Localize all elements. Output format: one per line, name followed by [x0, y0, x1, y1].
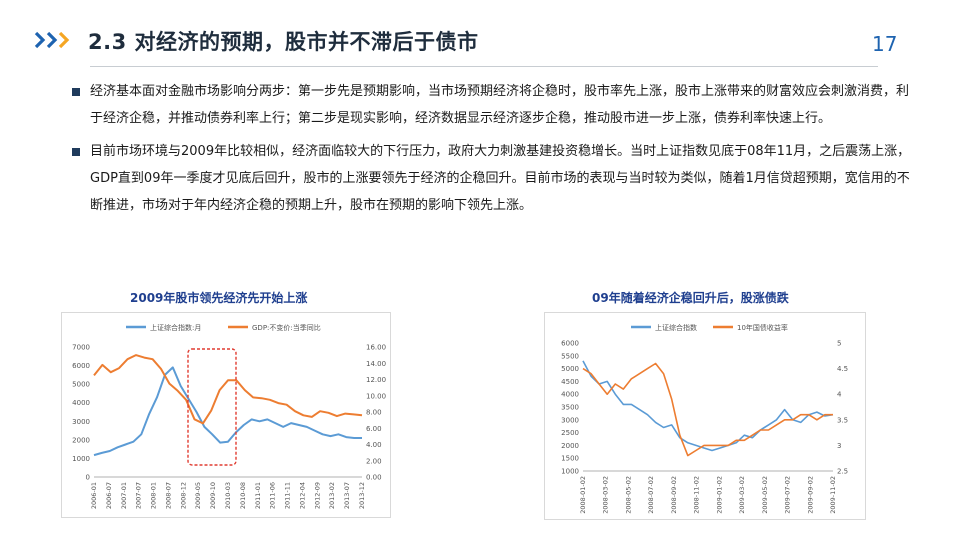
y-left-tick-label: 6000 — [72, 362, 90, 370]
y-right-tick-label: 2.5 — [837, 468, 848, 476]
x-tick-label: 2009-03-02 — [738, 476, 746, 514]
x-tick-label: 2013-12 — [358, 482, 366, 509]
x-tick-label: 2011-11 — [284, 482, 292, 509]
slide-header: 2.3 对经济的预期，股市并不滞后于债市 17 — [0, 0, 960, 70]
y-right-tick-label: 6.00 — [366, 425, 382, 433]
x-tick-label: 2011-01 — [254, 482, 262, 509]
page-title: 2.3 对经济的预期，股市并不滞后于债市 — [88, 30, 479, 54]
series-line-1 — [93, 366, 362, 457]
x-tick-label: 2007-01 — [120, 482, 128, 509]
legend-label-1: 上证综合指数 — [655, 323, 697, 332]
y-left-tick-label: 5000 — [561, 365, 579, 373]
y-left-tick-label: 0 — [86, 474, 90, 482]
bullet-text: 经济基本面对金融市场影响分两步：第一步先是预期影响，当市场预期经济将企稳时，股市… — [90, 84, 910, 126]
y-left-tick-label: 3000 — [561, 416, 579, 424]
x-tick-label: 2010-08 — [239, 482, 247, 509]
x-tick-label: 2013-07 — [343, 482, 351, 509]
legend-label-2: 10年国债收益率 — [737, 323, 788, 332]
bullet-list: 经济基本面对金融市场影响分两步：第一步先是预期影响，当市场预期经济将企稳时，股市… — [70, 78, 920, 225]
bullet-square-icon — [72, 88, 80, 96]
x-tick-label: 2008-03-02 — [602, 476, 610, 514]
bullet-square-icon — [72, 148, 80, 156]
bullet-item: 经济基本面对金融市场影响分两步：第一步先是预期影响，当市场预期经济将企稳时，股市… — [70, 78, 920, 132]
chart-1-title: 2009年股市领先经济先开始上涨 — [130, 291, 308, 305]
y-left-tick-label: 3500 — [561, 404, 579, 412]
x-tick-label: 2008-01 — [150, 482, 158, 509]
y-left-tick-label: 2000 — [72, 436, 90, 444]
chevron-arrows-icon — [34, 31, 70, 49]
chart-1: 上证综合指数:月 GDP:不变价:当季同比 0 1000 2000 3000 4000 500… — [61, 312, 391, 518]
x-tick-label: 2009-05-02 — [761, 476, 769, 514]
title-divider — [90, 66, 878, 67]
y-left-tick-label: 5500 — [561, 352, 579, 360]
y-left-tick-label: 1000 — [72, 455, 90, 463]
y-right-tick-label: 14.00 — [366, 360, 386, 368]
x-tick-label: 2012-04 — [298, 482, 306, 509]
y-right-tick-label: 10.00 — [366, 392, 386, 400]
x-tick-label: 2008-07-02 — [647, 476, 655, 514]
y-right-tick-label: 8.00 — [366, 409, 382, 417]
chart-2: 上证综合指数 10年国债收益率 1000 1500 2000 2500 3000 3500 40… — [544, 312, 866, 520]
y-left-tick-label: 1500 — [561, 455, 579, 463]
y-left-tick-label: 4000 — [561, 391, 579, 399]
y-right-tick-label: 3 — [837, 442, 841, 450]
x-tick-label: 2007-07 — [135, 482, 143, 509]
series-line-1 — [582, 360, 834, 452]
series-line-2 — [582, 362, 833, 457]
x-tick-label: 2006-01 — [90, 482, 98, 509]
chart-1-svg: 上证综合指数:月 GDP:不变价:当季同比 0 1000 2000 3000 4000 500… — [72, 323, 386, 509]
y-left-tick-label: 2500 — [561, 429, 579, 437]
y-right-tick-label: 4.5 — [837, 365, 848, 373]
page-number: 17 — [872, 32, 898, 56]
y-left-tick-label: 1000 — [561, 468, 579, 476]
y-right-tick-label: 4 — [837, 391, 842, 399]
y-left-tick-label: 6000 — [561, 340, 579, 348]
x-tick-label: 2008-07 — [164, 482, 172, 509]
y-right-tick-label: 2.00 — [366, 457, 382, 465]
x-tick-label: 2009-05 — [194, 482, 202, 509]
highlight-dashed-box — [187, 348, 237, 466]
series-line-2 — [93, 354, 363, 425]
y-right-tick-label: 4.00 — [366, 441, 382, 449]
x-tick-label: 2009-10 — [209, 482, 217, 509]
x-tick-label: 2009-01-02 — [715, 476, 723, 514]
y-right-tick-label: 3.5 — [837, 416, 848, 424]
y-right-tick-label: 12.00 — [366, 376, 386, 384]
legend-label-1: 上证综合指数:月 — [150, 323, 201, 332]
y-right-tick-label: 16.00 — [366, 344, 386, 352]
y-left-tick-label: 2000 — [561, 442, 579, 450]
x-tick-label: 2009-09-02 — [806, 476, 814, 514]
x-tick-label: 2010-03 — [224, 482, 232, 509]
chart-2-svg: 上证综合指数 10年国债收益率 1000 1500 2000 2500 3000 3500 40… — [561, 323, 848, 514]
x-tick-label: 2008-05-02 — [624, 476, 632, 514]
y-left-tick-label: 7000 — [72, 344, 90, 352]
x-tick-label: 2009-07-02 — [784, 476, 792, 514]
x-tick-label: 2013-02 — [328, 482, 336, 509]
x-tick-label: 2011-06 — [269, 482, 277, 509]
y-left-tick-label: 4000 — [72, 399, 90, 407]
x-tick-label: 2006-07 — [105, 482, 113, 509]
bullet-text: 目前市场环境与2009年比较相似，经济面临较大的下行压力，政府大力刺激基建投资稳… — [90, 144, 911, 213]
x-tick-label: 2008-01-02 — [579, 476, 587, 514]
x-tick-label: 2009-11-02 — [829, 476, 837, 514]
y-left-tick-label: 5000 — [72, 381, 90, 389]
chart-2-title: 09年随着经济企稳回升后，股涨债跌 — [592, 291, 789, 305]
y-right-tick-label: 0.00 — [366, 474, 382, 482]
bullet-item: 目前市场环境与2009年比较相似，经济面临较大的下行压力，政府大力刺激基建投资稳… — [70, 138, 920, 219]
legend-label-2: GDP:不变价:当季同比 — [252, 323, 321, 332]
x-tick-label: 2008-09-02 — [670, 476, 678, 514]
y-right-tick-label: 5 — [837, 340, 841, 348]
x-tick-label: 2012-09 — [313, 482, 321, 509]
y-left-tick-label: 4500 — [561, 378, 579, 386]
x-tick-label: 2008-12 — [179, 482, 187, 509]
x-tick-label: 2008-11-02 — [693, 476, 701, 514]
y-left-tick-label: 3000 — [72, 418, 90, 426]
